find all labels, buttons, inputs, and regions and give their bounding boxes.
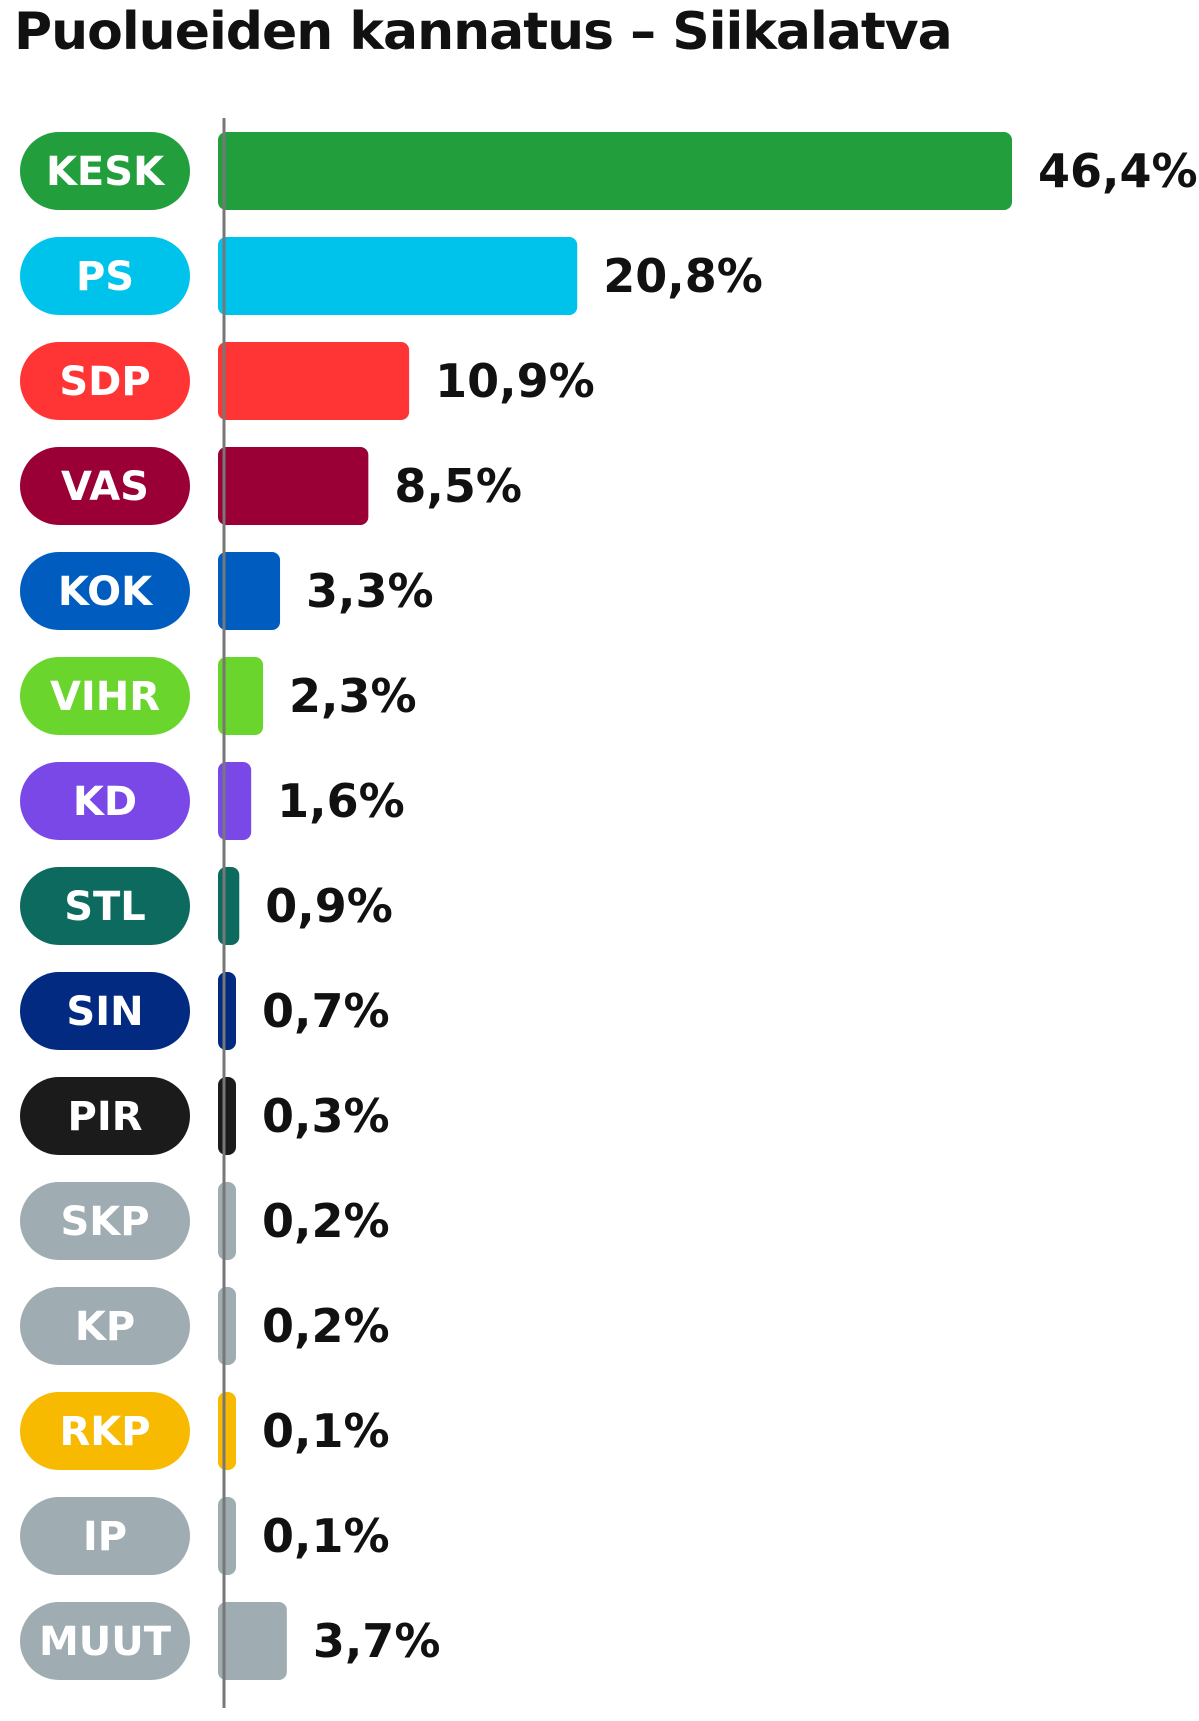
value-label: 1,6% bbox=[277, 774, 405, 828]
chart-title: Puolueiden kannatus – Siikalatva bbox=[14, 2, 953, 62]
value-label: 3,3% bbox=[306, 564, 434, 618]
value-label: 20,8% bbox=[603, 249, 763, 303]
bar bbox=[218, 1392, 236, 1470]
value-label: 3,7% bbox=[313, 1614, 441, 1668]
party-pill bbox=[20, 1497, 190, 1575]
party-label: MUUT bbox=[39, 1619, 172, 1665]
value-label: 0,9% bbox=[265, 879, 393, 933]
bar bbox=[218, 972, 236, 1050]
party-pill bbox=[20, 972, 190, 1050]
party-label: RKP bbox=[59, 1409, 150, 1455]
party-pill bbox=[20, 1182, 190, 1260]
party-label: KP bbox=[75, 1304, 135, 1350]
party-label: KOK bbox=[58, 569, 154, 615]
bar bbox=[218, 1497, 236, 1575]
party-pill bbox=[20, 552, 190, 630]
party-pill bbox=[20, 1602, 190, 1680]
party-label: SIN bbox=[66, 989, 143, 1035]
value-label: 10,9% bbox=[435, 354, 595, 408]
labels-layer: KESK 46,4% PS 20,8% SDP 10,9% VAS 8,5% KOK 3,3% VI… bbox=[39, 144, 1198, 1668]
party-label: VIHR bbox=[50, 674, 160, 720]
party-pill bbox=[20, 342, 190, 420]
party-label: KD bbox=[73, 779, 137, 825]
party-label: SDP bbox=[59, 359, 150, 405]
bar bbox=[218, 552, 281, 630]
bar bbox=[218, 1602, 287, 1680]
bar bbox=[218, 762, 252, 840]
value-label: 0,3% bbox=[262, 1089, 390, 1143]
bar bbox=[218, 1182, 236, 1260]
party-pill bbox=[20, 447, 190, 525]
value-label: 2,3% bbox=[289, 669, 417, 723]
value-label: 8,5% bbox=[394, 459, 522, 513]
bar bbox=[218, 342, 410, 420]
party-label: IP bbox=[83, 1514, 127, 1560]
value-label: 0,7% bbox=[262, 984, 390, 1038]
bar bbox=[218, 132, 1012, 210]
party-label: PIR bbox=[68, 1094, 143, 1140]
party-pill bbox=[20, 1287, 190, 1365]
party-label: STL bbox=[64, 884, 146, 930]
party-pill bbox=[20, 867, 190, 945]
party-label: KESK bbox=[46, 149, 166, 195]
party-label: VAS bbox=[61, 464, 149, 510]
bar bbox=[218, 1287, 236, 1365]
value-label: 0,2% bbox=[262, 1299, 390, 1353]
bar bbox=[218, 447, 369, 525]
value-label: 46,4% bbox=[1038, 144, 1198, 198]
value-label: 0,2% bbox=[262, 1194, 390, 1248]
party-label: PS bbox=[76, 254, 134, 300]
party-pill bbox=[20, 1077, 190, 1155]
party-pill bbox=[20, 237, 190, 315]
party-pill bbox=[20, 1392, 190, 1470]
party-pill bbox=[20, 762, 190, 840]
bars-layer bbox=[20, 132, 1012, 1680]
bar bbox=[218, 657, 264, 735]
party-pill bbox=[20, 132, 190, 210]
value-label: 0,1% bbox=[262, 1404, 390, 1458]
value-label: 0,1% bbox=[262, 1509, 390, 1563]
bar bbox=[218, 1077, 236, 1155]
bar bbox=[218, 867, 240, 945]
party-pill bbox=[20, 657, 190, 735]
party-label: SKP bbox=[60, 1199, 149, 1245]
bar bbox=[218, 237, 578, 315]
